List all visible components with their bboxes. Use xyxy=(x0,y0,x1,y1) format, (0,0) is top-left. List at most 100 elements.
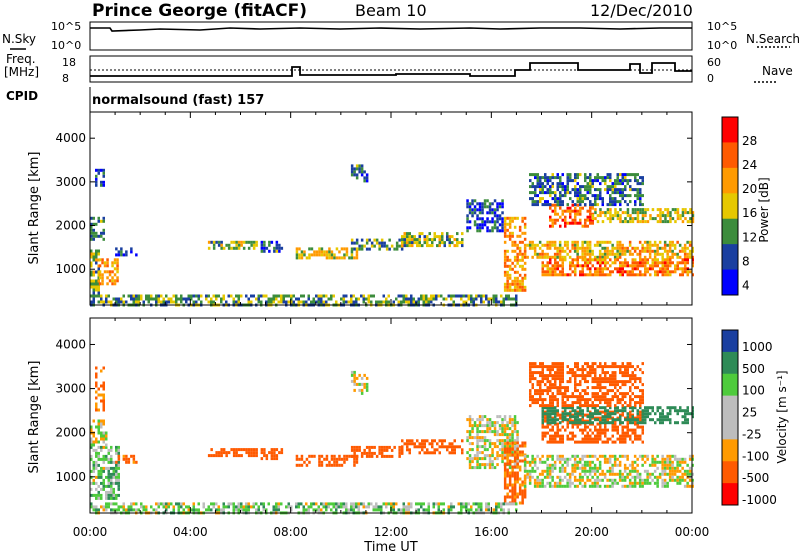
power-cell xyxy=(551,218,554,222)
velocity-cell xyxy=(666,466,669,470)
velocity-cell xyxy=(634,406,637,410)
velocity-cell xyxy=(518,453,522,457)
power-cell xyxy=(614,179,617,183)
power-cell xyxy=(561,182,564,186)
velocity-cell xyxy=(676,421,679,425)
power-cell xyxy=(584,176,587,180)
power-cell xyxy=(653,243,657,247)
power-cell xyxy=(503,255,507,259)
power-cell xyxy=(513,276,517,280)
power-cell xyxy=(551,221,554,225)
velocity-cell xyxy=(468,424,472,428)
power-cell xyxy=(257,294,260,298)
velocity-cell xyxy=(629,380,632,384)
velocity-cell xyxy=(594,428,597,432)
velocity-cell xyxy=(501,424,504,428)
velocity-cell xyxy=(513,498,517,502)
power-cell xyxy=(589,218,592,222)
power-cell xyxy=(513,264,517,268)
velocity-cell xyxy=(574,389,577,393)
power-cell xyxy=(673,252,677,256)
power-cell xyxy=(664,208,667,212)
power-cell xyxy=(641,249,644,253)
power-cell xyxy=(529,185,532,189)
velocity-cell xyxy=(591,460,594,464)
velocity-cell xyxy=(676,478,679,482)
power-cell xyxy=(491,220,494,224)
power-cell xyxy=(684,208,687,212)
velocity-cell xyxy=(541,404,544,408)
power-cell xyxy=(456,238,459,242)
power-cell xyxy=(518,246,522,250)
velocity-cell xyxy=(566,457,569,461)
power-cell xyxy=(135,294,138,298)
velocity-cell xyxy=(90,493,93,497)
power-cell xyxy=(406,241,409,245)
power-cell xyxy=(320,253,324,257)
velocity-cell xyxy=(554,395,557,399)
velocity-cell xyxy=(591,431,594,435)
velocity-cell xyxy=(591,368,594,372)
velocity-cell xyxy=(568,475,572,479)
power-cell xyxy=(571,261,574,265)
power-cell xyxy=(661,258,664,262)
velocity-cell xyxy=(624,437,627,441)
power-cell xyxy=(177,297,180,301)
power-cell xyxy=(308,247,311,251)
velocity-cell xyxy=(534,389,537,393)
velocity-cell xyxy=(641,415,644,419)
velocity-cell xyxy=(478,445,482,449)
velocity-cell xyxy=(598,463,602,467)
velocity-cell xyxy=(556,434,559,438)
power-cell xyxy=(609,176,612,180)
velocity-cell xyxy=(240,505,243,509)
power-cell xyxy=(601,179,604,183)
power-cell xyxy=(107,294,110,298)
power-cell xyxy=(227,294,230,298)
velocity-cell xyxy=(97,419,100,423)
power-cell xyxy=(656,246,659,250)
power-cell xyxy=(212,243,216,247)
velocity-cell xyxy=(388,454,391,458)
velocity-cell xyxy=(491,421,494,425)
power-cell xyxy=(661,267,664,271)
power-cell xyxy=(599,261,602,265)
velocity-cell xyxy=(598,466,602,470)
power-cell xyxy=(282,300,285,304)
velocity-cell xyxy=(132,508,135,512)
power-cell xyxy=(619,220,622,224)
velocity-cell xyxy=(621,404,624,408)
power-cell xyxy=(654,264,657,268)
power-cell xyxy=(95,183,98,187)
power-cell xyxy=(674,211,677,215)
velocity-cell xyxy=(596,484,599,488)
power-cell xyxy=(501,226,504,230)
velocity-cell xyxy=(478,439,482,443)
velocity-cell xyxy=(498,424,502,428)
power-cell xyxy=(425,294,428,298)
velocity-cell xyxy=(508,483,512,487)
power-cell xyxy=(245,240,248,244)
power-cell xyxy=(626,249,629,253)
power-cell xyxy=(666,214,670,218)
velocity-cell xyxy=(551,425,554,429)
velocity-cell xyxy=(102,366,105,370)
velocity-cell xyxy=(656,475,659,479)
power-cell xyxy=(603,252,607,256)
velocity-cell xyxy=(613,460,617,464)
power-cell xyxy=(452,294,455,298)
power-cell xyxy=(644,273,647,277)
power-cell xyxy=(624,179,627,183)
velocity-cell xyxy=(468,421,472,425)
power-cell xyxy=(106,264,109,268)
velocity-cell xyxy=(348,454,351,458)
power-cell xyxy=(606,261,609,265)
velocity-cell xyxy=(110,472,113,476)
velocity-cell xyxy=(411,439,414,443)
velocity-cell xyxy=(616,472,619,476)
power-cell xyxy=(511,243,514,247)
velocity-colorbar-swatch xyxy=(722,373,738,397)
power-cell xyxy=(576,249,579,253)
power-cell xyxy=(483,202,487,206)
power-cell xyxy=(558,246,562,250)
